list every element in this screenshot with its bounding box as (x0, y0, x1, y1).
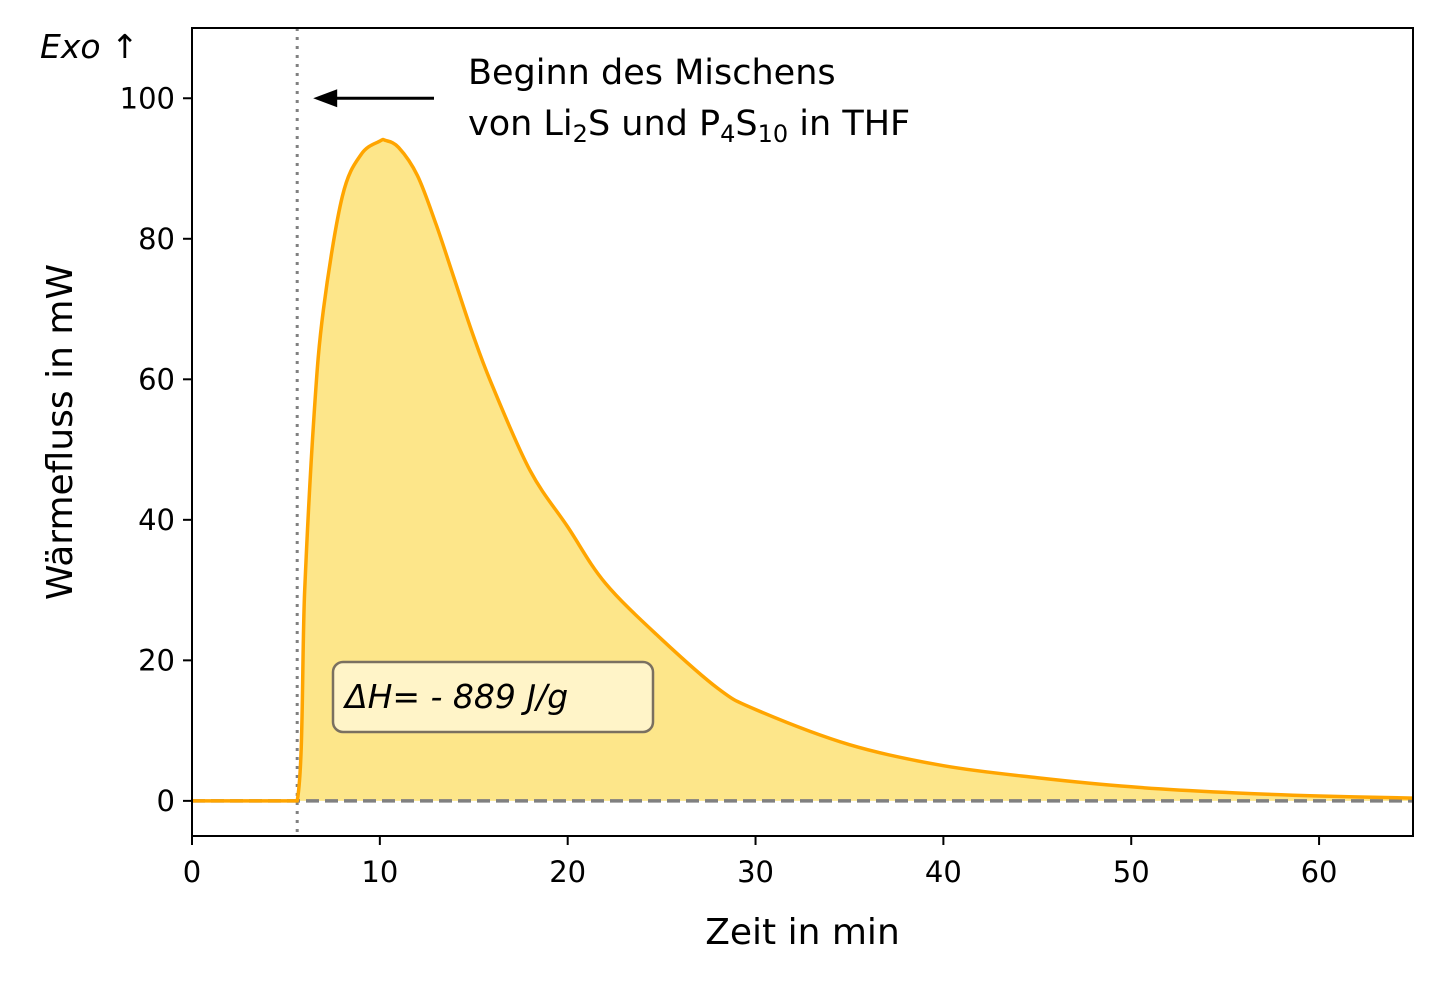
ticks-layer: 0 10 20 30 40 50 60 0 20 40 60 80 100 (120, 81, 1338, 889)
y-tick-label: 0 (157, 784, 175, 818)
annotation-subscript-1: 2 (573, 120, 588, 148)
series-line-layer (192, 137, 1414, 803)
annotation-line-2: von Li2S und P4S10 in THF (468, 104, 910, 148)
annotation-line-1: Beginn des Mischens (468, 53, 836, 93)
area-fill (192, 139, 1413, 801)
guide-lines-layer (192, 28, 1413, 836)
annotation-part-3: S (735, 104, 757, 144)
x-tick-label: 0 (183, 855, 201, 889)
y-tick-label: 80 (138, 222, 175, 256)
x-tick-label: 50 (1113, 855, 1150, 889)
y-tick-label: 60 (138, 362, 175, 396)
x-axis-label: Zeit in min (705, 912, 900, 953)
series-line (192, 137, 1414, 803)
annotation-part-2: S und P (588, 104, 720, 144)
annotation-part-4: in THF (788, 104, 910, 144)
annotation-subscript-3: 10 (758, 120, 789, 148)
annotation-part-1: von Li (468, 104, 573, 144)
exo-label: Exo ↑ (40, 27, 139, 66)
x-tick-label: 20 (549, 855, 586, 889)
x-tick-label: 60 (1301, 855, 1338, 889)
annotation-arrow (313, 89, 434, 108)
enthalpy-box (331, 660, 655, 734)
area-fill-layer (192, 139, 1413, 801)
y-tick-label: 100 (120, 81, 175, 115)
y-tick-label: 40 (138, 503, 175, 537)
plot-frame (191, 27, 1414, 837)
x-tick-label: 30 (737, 855, 774, 889)
arrow-head (313, 89, 338, 108)
enthalpy-label: ΔH= - 889 J/g (342, 677, 568, 716)
annotation-subscript-2: 4 (720, 120, 735, 148)
x-tick-label: 10 (361, 855, 398, 889)
y-axis-label: Wärmefluss in mW (40, 264, 81, 600)
x-tick-label: 40 (925, 855, 962, 889)
y-tick-label: 20 (138, 643, 175, 677)
